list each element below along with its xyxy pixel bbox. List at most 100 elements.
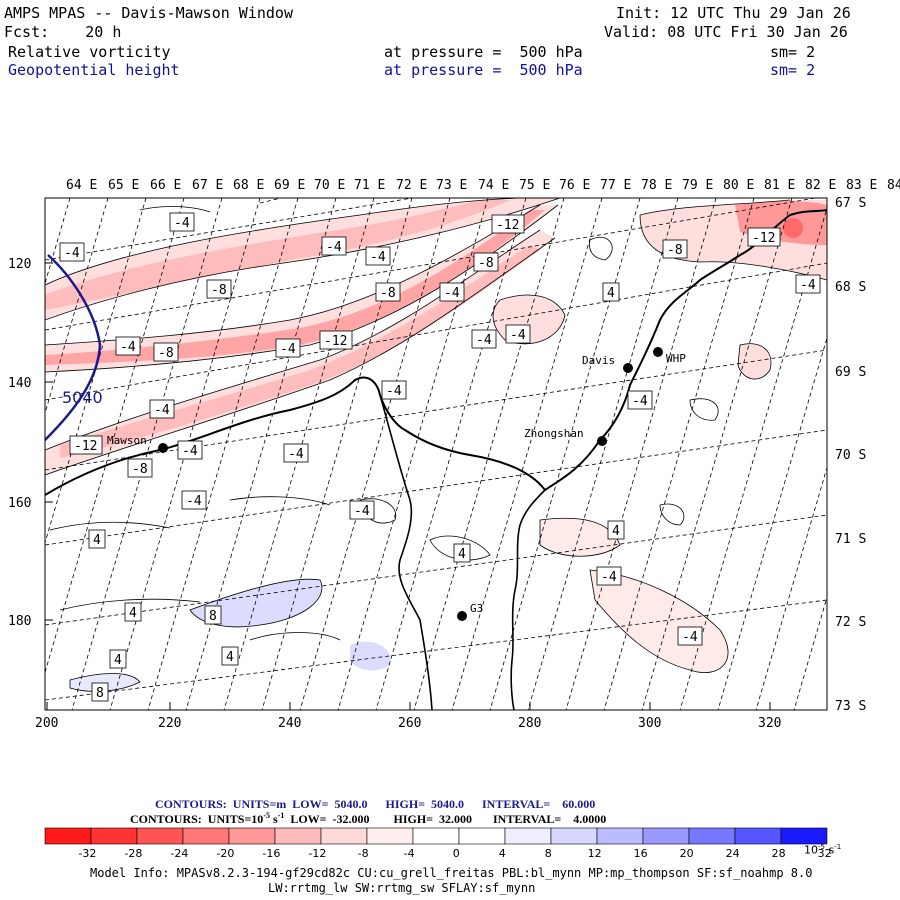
svg-text:-8: -8 [380,286,396,301]
colorbar-swatch [136,827,184,845]
station-g3: G3 [457,602,483,621]
vorticity-label: -8 [127,458,153,478]
vorticity-contour-units-s: s [269,812,278,826]
stations: Mawson Davis WHP Zhongshan G3 [107,347,686,621]
lat-label: 68 S [835,280,866,295]
vorticity-label: 4 [453,543,471,563]
svg-text:4: 4 [129,606,137,621]
svg-text:-4: -4 [154,403,170,418]
x-tick-label: 300 [638,716,661,731]
svg-text:-12: -12 [752,231,775,246]
vorticity-positive-south [350,641,391,671]
vorticity-positive-west [190,579,322,627]
station-zhongshan: Zhongshan [524,427,607,446]
lon-label: 65 E [108,178,139,193]
vorticity-label: -8 [206,279,232,299]
svg-text:Zhongshan: Zhongshan [524,427,584,440]
vorticity-label: -4 [627,390,653,410]
svg-text:4: 4 [93,533,101,548]
colorbar-tick: -8 [358,847,369,860]
graticule [45,198,827,710]
vorticity-band-north-core [45,200,510,310]
x-tick-label: 220 [158,716,181,731]
y-tick-label: 160 [8,496,31,511]
vorticity-labels: -4 -4 -12 -4 -4 -8 -8 -8 -4 4 -4 -8 -4 -8 -4 -12 -4 -4 -4 -… [59,212,821,702]
station-mawson: Mawson [107,434,168,453]
vorticity-label: 8 [204,605,222,625]
svg-text:-4: -4 [444,286,460,301]
vorticity-label: -12 [747,227,781,247]
svg-text:-8: -8 [667,243,683,258]
vorticity-label: 4 [109,649,127,669]
svg-text:4: 4 [458,547,466,562]
vorticity-contour-units-exp: -5 [263,811,270,820]
colorbar-swatch [182,827,230,845]
colorbar-swatch [688,827,736,845]
vorticity-label: -8 [473,252,499,272]
vorticity-label: -4 [169,212,195,232]
height-contour-info: CONTOURS: UNITS=m LOW= 5040.0 HIGH= 5040… [155,797,596,811]
lon-label: 77 E [600,178,631,193]
colorbar-unit-exp1: -5 [818,843,825,851]
svg-text:-12: -12 [324,334,347,349]
lon-label: 75 E [519,178,550,193]
svg-text:Mawson: Mawson [107,434,147,447]
vorticity-label: -4 [321,236,347,256]
vorticity-label: 8 [91,682,109,702]
vorticity-label: 4 [221,646,239,666]
colorbar-swatch [320,827,368,845]
vorticity-band-south-core [60,245,540,458]
glacier-outline [379,394,433,710]
vorticity-label: -4 [505,324,531,344]
vorticity-contour-info: CONTOURS: UNITS=10-5 s-1 LOW= -32.000 HI… [130,811,606,827]
lon-label: 82 E [805,178,836,193]
colorbar-swatch [642,827,690,845]
svg-text:-4: -4 [370,250,386,265]
lat-label: 71 S [835,532,866,547]
lon-label: 81 E [764,178,795,193]
lon-label: 72 E [396,178,427,193]
vorticity-label: -8 [662,239,688,259]
lon-label: 69 E [274,178,305,193]
colorbar-tick: 12 [588,847,602,860]
colorbar-tick: -4 [404,847,415,860]
lon-label: 79 E [682,178,713,193]
lon-label: 76 E [559,178,590,193]
colorbar-tick: 20 [680,847,694,860]
lon-label: 80 E [723,178,754,193]
vorticity-label: -12 [491,214,525,234]
svg-text:4: 4 [612,524,620,539]
x-tick-label: 260 [398,716,421,731]
svg-text:-4: -4 [280,342,296,357]
colorbar-swatch [780,827,828,845]
model-info: Model Info: MPASv8.2.3-194-gf29cd82c CU:… [90,866,813,880]
y-tick-label: 120 [8,257,31,272]
lon-label: 67 E [192,178,223,193]
vorticity-label: -4 [349,500,375,520]
svg-text:4: 4 [607,286,615,301]
lon-label: 66 E [150,178,181,193]
y-tick-label: 180 [8,614,31,629]
vorticity-label: -4 [795,274,821,294]
valid-time: Valid: 08 UTC Fri 30 Jan 26 [604,23,848,41]
lat-label: 73 S [835,699,866,714]
vorticity-label: 4 [607,520,625,540]
svg-text:8: 8 [96,686,104,701]
geopotential-height-contour [45,254,102,441]
svg-text:-4: -4 [354,504,370,519]
station-whp: WHP [653,347,686,365]
svg-text:WHP: WHP [666,352,686,365]
axes: 64 E 65 E 66 E 67 E 68 E 69 E 70 E 71 E 72 E 73 E… [8,178,900,731]
x-tick-label: 200 [35,716,58,731]
field1-name: Relative vorticity [8,43,171,61]
colorbar-swatch [550,827,598,845]
vorticity-label: -4 [177,440,203,460]
model-physics: LW:rrtmg_lw SW:rrtmg_sw SFLAY:sf_mynn [268,881,536,895]
field1-level: at pressure = 500 hPa [384,43,583,61]
vorticity-label: -4 [275,338,301,358]
colorbar-unit-exp2: -1 [834,843,842,851]
vorticity-contour-units: CONTOURS: UNITS=10 [130,812,264,826]
vorticity-label: -4 [283,443,309,463]
lat-label: 72 S [835,615,866,630]
